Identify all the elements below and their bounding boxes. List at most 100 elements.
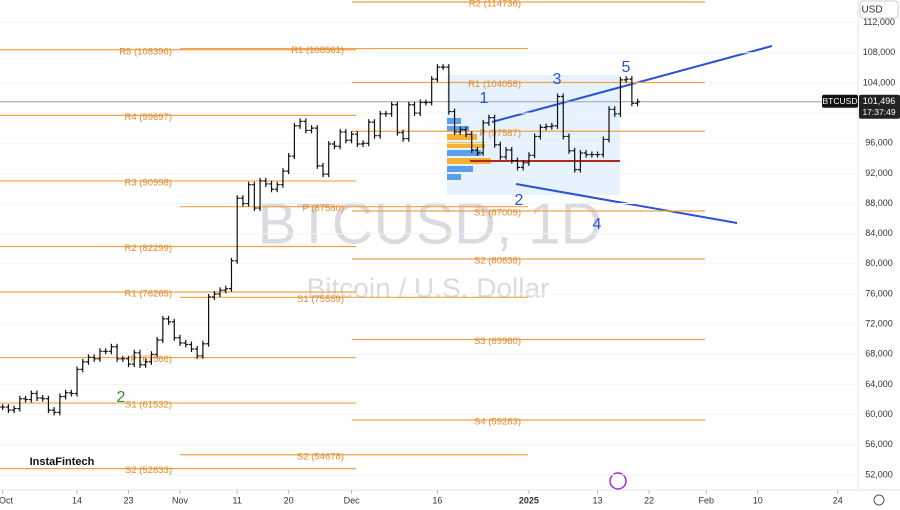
x-tick-label: Dec bbox=[344, 495, 361, 505]
wave-label: 5 bbox=[622, 59, 631, 76]
price-bar bbox=[383, 110, 389, 117]
price-bar bbox=[183, 340, 189, 348]
pivot-label: P (87580) bbox=[302, 203, 344, 214]
price-bar bbox=[434, 64, 440, 83]
symbol-tag-bg bbox=[822, 94, 858, 108]
price-bar bbox=[371, 119, 377, 139]
price-bar bbox=[114, 343, 120, 362]
watermark-sub: Bitcoin / U.S. Dollar bbox=[307, 272, 550, 303]
y-tick-label: 104,000 bbox=[863, 77, 896, 87]
price-bar bbox=[291, 122, 297, 160]
price-bar bbox=[543, 123, 549, 131]
y-tick-label: 88,000 bbox=[865, 198, 893, 208]
pivot-label: R3 (90998) bbox=[124, 177, 172, 188]
price-bar bbox=[617, 76, 623, 117]
price-bar bbox=[206, 294, 212, 347]
brand-box bbox=[24, 444, 100, 480]
price-bar bbox=[412, 101, 418, 117]
wave-label: 4 bbox=[593, 216, 602, 233]
price-bar bbox=[572, 147, 578, 173]
price-bar bbox=[0, 404, 6, 411]
pivot-label: S3 (69960) bbox=[474, 336, 521, 347]
x-tick-label: 10 bbox=[753, 495, 763, 505]
pivot-label: S4 (59283) bbox=[474, 417, 521, 428]
price-bar bbox=[612, 106, 618, 117]
price-bar bbox=[389, 101, 395, 117]
price-bar bbox=[452, 108, 458, 135]
x-tick-label: 14 bbox=[72, 495, 82, 505]
x-tick-label: 22 bbox=[644, 495, 654, 505]
price-bar bbox=[171, 318, 177, 341]
price-bar bbox=[400, 129, 406, 142]
price-bar bbox=[234, 195, 240, 264]
price-bar bbox=[349, 131, 355, 144]
pivot-label: R2 (82299) bbox=[124, 243, 172, 254]
price-bar bbox=[274, 181, 280, 193]
price-bar bbox=[423, 99, 429, 106]
price-bar bbox=[440, 64, 446, 71]
price-bar bbox=[28, 390, 34, 403]
price-bar bbox=[217, 287, 223, 297]
x-tick-label: Feb bbox=[698, 495, 714, 505]
price-bar bbox=[303, 118, 309, 134]
price-bar bbox=[583, 150, 589, 158]
price-bar bbox=[309, 125, 315, 134]
price-bar bbox=[63, 389, 69, 400]
price-bar bbox=[131, 349, 137, 368]
price-bar bbox=[286, 153, 292, 175]
price-tag: 101,496 bbox=[863, 96, 896, 106]
price-bar bbox=[143, 358, 149, 368]
x-tick-label: 16 bbox=[432, 495, 442, 505]
pivot-label: S2 (80638) bbox=[474, 256, 521, 267]
wave-label: 3 bbox=[553, 71, 562, 88]
price-bar bbox=[126, 355, 132, 368]
price-bar bbox=[188, 341, 194, 353]
y-tick-label: 92,000 bbox=[865, 168, 893, 178]
price-bar bbox=[57, 393, 63, 416]
price-bar bbox=[503, 147, 509, 160]
price-bar bbox=[228, 257, 234, 292]
countdown: 17:37:49 bbox=[862, 107, 895, 117]
price-bar bbox=[160, 315, 166, 343]
price-bar bbox=[366, 119, 372, 147]
x-tick-label: Oct bbox=[0, 495, 13, 505]
price-bar bbox=[91, 354, 97, 362]
symbol-tag: BTCUSD bbox=[823, 96, 858, 106]
price-bar bbox=[85, 354, 91, 365]
price-bar bbox=[211, 291, 217, 301]
price-bar bbox=[326, 140, 332, 178]
price-bar bbox=[343, 128, 349, 144]
price-bar bbox=[623, 76, 629, 83]
price-bar bbox=[354, 131, 360, 147]
price-bar bbox=[577, 150, 583, 173]
pivot-label: S1 (61532) bbox=[125, 400, 172, 411]
price-bar bbox=[320, 162, 326, 178]
price-bar bbox=[23, 395, 29, 403]
x-tick-label: 23 bbox=[124, 495, 134, 505]
settings-icon[interactable] bbox=[873, 494, 885, 506]
price-bar bbox=[251, 181, 257, 212]
price-bar bbox=[394, 101, 400, 136]
price-bar bbox=[497, 141, 503, 160]
y-tick-label: 64,000 bbox=[865, 379, 893, 389]
pivot-label: S1 (75559) bbox=[297, 294, 344, 305]
price-bar bbox=[549, 122, 555, 130]
price-bar bbox=[429, 76, 435, 106]
price-bar bbox=[74, 366, 80, 397]
price-bar bbox=[154, 336, 160, 358]
y-tick-label: 108,000 bbox=[863, 47, 896, 57]
y-tick-label: 56,000 bbox=[865, 439, 893, 449]
currency[interactable]: USD bbox=[861, 5, 882, 16]
price-bar bbox=[377, 110, 383, 139]
price-bar bbox=[486, 114, 492, 126]
event-icon[interactable] bbox=[609, 472, 627, 490]
price-bar bbox=[263, 177, 269, 187]
price-bar bbox=[240, 195, 246, 207]
price-bar bbox=[40, 395, 46, 402]
price-bar bbox=[589, 151, 595, 158]
price-bar bbox=[269, 180, 275, 193]
currency-button[interactable] bbox=[859, 0, 899, 19]
price-tag-bg bbox=[859, 94, 900, 119]
y-tick-label: 52,000 bbox=[865, 469, 893, 479]
pivot-label: P (97587) bbox=[479, 128, 521, 139]
